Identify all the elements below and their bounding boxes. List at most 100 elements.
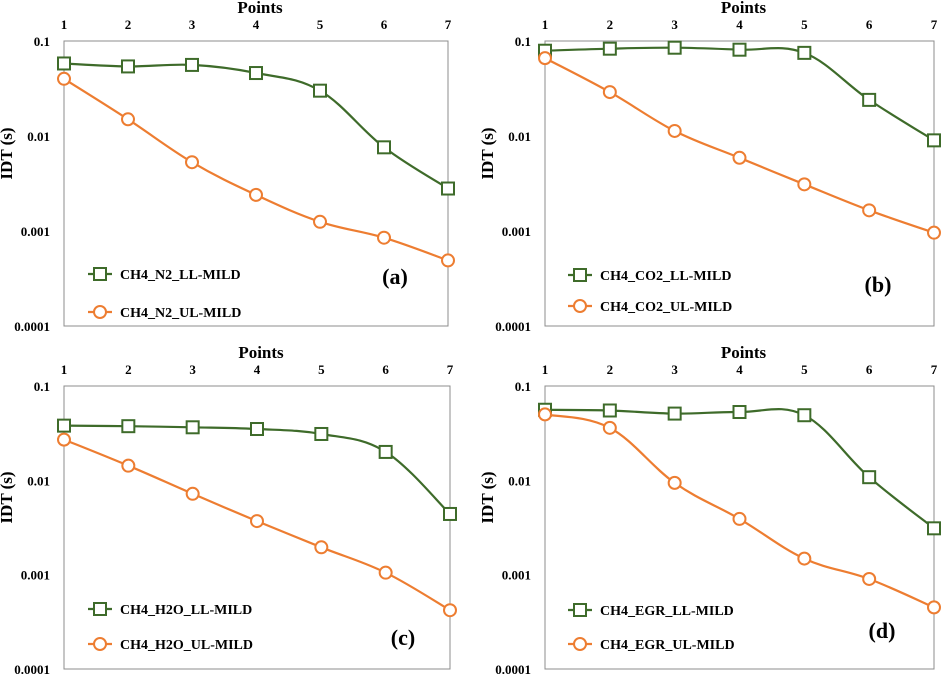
series-line xyxy=(544,57,935,234)
series-line xyxy=(63,424,451,515)
data-point xyxy=(57,418,71,433)
data-point xyxy=(378,444,393,459)
legend-entry: CH4_N2_UL-MILD xyxy=(88,305,241,321)
data-point xyxy=(862,203,877,218)
legend: CH4_CO2_LL-MILD CH4_CO2_UL-MILD xyxy=(568,268,732,315)
x-tick-label: 6 xyxy=(866,17,873,32)
data-point xyxy=(378,565,393,580)
data-point xyxy=(602,403,617,418)
legend-label: CH4_CO2_LL-MILD xyxy=(600,269,731,284)
y-tick-label: 0.1 xyxy=(515,34,531,49)
x-tick-label: 3 xyxy=(189,17,196,32)
data-point xyxy=(538,407,552,422)
legend-marker xyxy=(573,603,587,617)
x-tick-label: 4 xyxy=(254,362,261,377)
legend-marker xyxy=(573,299,587,313)
series-1 xyxy=(57,56,455,196)
x-tick-label: 6 xyxy=(381,17,388,32)
chart-panel-4: Points 1 2 3 4 5 6 7 0.1 0.01 0.001 0.0001 IDT (s) CH… xyxy=(478,343,941,677)
data-point xyxy=(441,181,455,196)
legend-label: CH4_H2O_UL-MILD xyxy=(120,638,253,653)
x-tick-label: 1 xyxy=(61,17,68,32)
x-tick-label: 1 xyxy=(542,362,549,377)
series-2 xyxy=(538,407,941,615)
x-tick-label: 3 xyxy=(189,362,196,377)
data-point xyxy=(314,426,329,441)
legend-entry: CH4_EGR_UL-MILD xyxy=(568,637,735,653)
data-point xyxy=(377,230,391,245)
data-point xyxy=(602,420,617,435)
legend-entry: CH4_H2O_UL-MILD xyxy=(88,637,253,653)
x-tick-label: 6 xyxy=(382,362,389,377)
y-tick-label: 0.0001 xyxy=(495,319,531,334)
series-2 xyxy=(538,51,941,240)
data-point xyxy=(443,506,457,521)
chart-panel-1: Points 1 2 3 4 5 6 7 0.1 0.01 0.001 0.0001 IDT (s) CH… xyxy=(0,0,455,334)
data-point xyxy=(927,521,941,536)
y-tick-label: 0.1 xyxy=(34,34,50,49)
x-tick-label: 2 xyxy=(125,17,132,32)
data-point xyxy=(862,571,877,586)
x-axis-title: Points xyxy=(237,0,283,17)
x-tick-label: 1 xyxy=(61,362,68,377)
data-point xyxy=(732,511,747,526)
data-point xyxy=(927,133,941,148)
legend-entry: CH4_H2O_LL-MILD xyxy=(88,602,252,618)
x-tick-label: 2 xyxy=(607,17,614,32)
series-1 xyxy=(538,402,941,536)
plot-frame xyxy=(544,40,935,327)
x-tick-label: 1 xyxy=(542,17,549,32)
data-point xyxy=(667,406,682,421)
y-tick-label: 0.01 xyxy=(27,129,50,144)
data-point xyxy=(121,112,135,127)
legend-label: CH4_N2_LL-MILD xyxy=(120,268,241,283)
data-point xyxy=(185,420,200,435)
data-point xyxy=(927,600,941,615)
data-point xyxy=(732,150,747,165)
data-point xyxy=(121,59,135,74)
x-axis-title: Points xyxy=(238,343,284,362)
data-point xyxy=(185,57,199,72)
legend-entry: CH4_EGR_LL-MILD xyxy=(568,603,734,619)
legend-marker xyxy=(93,637,107,651)
x-tick-label: 5 xyxy=(801,17,808,32)
panel-label: (a) xyxy=(382,264,408,289)
data-point xyxy=(797,551,812,566)
legend-label: CH4_H2O_LL-MILD xyxy=(120,603,252,618)
data-point xyxy=(250,422,264,437)
data-point xyxy=(441,253,455,268)
chart-panel-2: Points 1 2 3 4 5 6 7 0.1 0.01 0.001 0.0001 IDT (s) CH… xyxy=(478,0,941,334)
data-point xyxy=(313,214,327,229)
y-tick-label: 0.1 xyxy=(34,379,50,394)
data-point xyxy=(862,92,877,107)
legend-label: CH4_EGR_LL-MILD xyxy=(600,604,734,619)
data-point xyxy=(57,56,71,71)
x-tick-label: 2 xyxy=(607,362,614,377)
data-point xyxy=(57,432,71,447)
chart-panel-3: Points 1 2 3 4 5 6 7 0.1 0.01 0.001 0.0001 IDT (s) CH… xyxy=(0,343,457,677)
data-point xyxy=(314,540,329,555)
panel-label: (b) xyxy=(865,272,892,297)
series-1 xyxy=(57,418,457,521)
data-point xyxy=(797,45,812,60)
series-2 xyxy=(57,71,455,268)
x-tick-label: 5 xyxy=(801,362,808,377)
legend-marker xyxy=(573,637,587,651)
x-tick-label: 7 xyxy=(447,362,454,377)
y-axis-title: IDT (s) xyxy=(478,471,497,523)
x-tick-label: 6 xyxy=(866,362,873,377)
y-tick-label: 0.001 xyxy=(21,568,50,583)
x-tick-label: 7 xyxy=(931,17,938,32)
x-tick-label: 3 xyxy=(671,362,678,377)
y-tick-label: 0.0001 xyxy=(14,319,50,334)
series-line xyxy=(63,77,449,262)
legend-entry: CH4_CO2_UL-MILD xyxy=(568,299,732,315)
x-tick-label: 7 xyxy=(931,362,938,377)
legend-entry: CH4_N2_LL-MILD xyxy=(88,267,241,283)
data-point xyxy=(57,71,71,86)
data-point xyxy=(732,405,747,420)
y-tick-label: 0.01 xyxy=(27,473,50,488)
data-point xyxy=(797,177,812,192)
plot-frame xyxy=(63,385,451,670)
